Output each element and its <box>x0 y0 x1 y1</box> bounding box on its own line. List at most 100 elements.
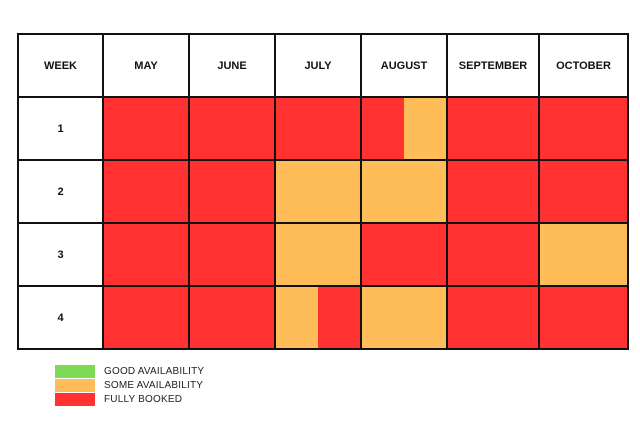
legend-item: SOME AVAILABILITY <box>55 378 204 392</box>
availability-cell-fill <box>540 287 627 348</box>
availability-cell-fill <box>362 161 446 222</box>
month-header-may: MAY <box>102 33 190 98</box>
header-row: WEEK MAY JUNE JULY AUGUST SEPTEMBER OCTO… <box>17 33 629 98</box>
availability-cell <box>274 285 362 350</box>
legend-label: FULLY BOOKED <box>104 393 183 405</box>
availability-cell <box>102 222 190 287</box>
table-row: 4 <box>17 285 629 350</box>
availability-segment-some <box>362 161 446 222</box>
availability-cell-fill <box>362 98 446 159</box>
availability-cell <box>274 96 362 161</box>
availability-segment-full <box>104 161 188 222</box>
availability-cell <box>538 96 629 161</box>
availability-cell <box>188 159 276 224</box>
availability-cell-fill <box>190 287 274 348</box>
legend-swatch <box>55 392 95 406</box>
availability-cell-fill <box>276 224 360 285</box>
availability-segment-full <box>104 98 188 159</box>
availability-segment-full <box>190 224 274 285</box>
table-row: 1 <box>17 96 629 161</box>
month-header-june: JUNE <box>188 33 276 98</box>
availability-segment-full <box>104 287 188 348</box>
availability-segment-full <box>448 161 538 222</box>
legend-swatch <box>55 378 95 392</box>
availability-segment-full <box>190 98 274 159</box>
availability-segment-full <box>318 287 360 348</box>
availability-cell-fill <box>448 224 538 285</box>
availability-segment-full <box>448 287 538 348</box>
availability-cell-fill <box>104 287 188 348</box>
availability-cell-fill <box>540 224 627 285</box>
availability-cell <box>360 96 448 161</box>
legend-swatch <box>55 364 95 378</box>
availability-segment-full <box>448 98 538 159</box>
availability-segment-full <box>104 224 188 285</box>
availability-cell <box>360 159 448 224</box>
availability-cell-fill <box>276 161 360 222</box>
availability-cell-fill <box>448 98 538 159</box>
table-row: 2 <box>17 159 629 224</box>
availability-cell <box>102 285 190 350</box>
legend-item: GOOD AVAILABILITY <box>55 364 204 378</box>
availability-segment-some <box>404 98 446 159</box>
availability-segment-full <box>540 287 627 348</box>
availability-segment-some <box>362 287 446 348</box>
month-header-october: OCTOBER <box>538 33 629 98</box>
availability-segment-full <box>190 161 274 222</box>
availability-segment-full <box>448 224 538 285</box>
availability-segment-full <box>540 161 627 222</box>
legend: GOOD AVAILABILITY SOME AVAILABILITY FULLY … <box>55 364 204 406</box>
availability-cell <box>446 159 540 224</box>
availability-cell-fill <box>362 287 446 348</box>
availability-cell <box>360 222 448 287</box>
availability-cell-fill <box>190 98 274 159</box>
availability-segment-some <box>276 287 318 348</box>
availability-cell <box>538 159 629 224</box>
legend-label: SOME AVAILABILITY <box>104 379 204 391</box>
availability-cell-fill <box>448 287 538 348</box>
availability-segment-some <box>276 161 360 222</box>
month-header-august: AUGUST <box>360 33 448 98</box>
availability-cell-fill <box>540 98 627 159</box>
availability-cell <box>360 285 448 350</box>
availability-cell <box>538 285 629 350</box>
week-label: 1 <box>17 96 104 161</box>
availability-segment-full <box>362 98 404 159</box>
availability-segment-full <box>190 287 274 348</box>
availability-cell-fill <box>540 161 627 222</box>
availability-cell <box>274 159 362 224</box>
week-header: WEEK <box>17 33 104 98</box>
availability-cell <box>446 96 540 161</box>
availability-cell-fill <box>448 161 538 222</box>
availability-table: WEEK MAY JUNE JULY AUGUST SEPTEMBER OCTO… <box>17 33 629 350</box>
availability-cell <box>188 285 276 350</box>
legend-label: GOOD AVAILABILITY <box>104 365 205 377</box>
availability-cell-fill <box>362 224 446 285</box>
table-row: 3 <box>17 222 629 287</box>
availability-cell <box>188 222 276 287</box>
availability-cell <box>538 222 629 287</box>
availability-cell-fill <box>104 161 188 222</box>
month-header-july: JULY <box>274 33 362 98</box>
availability-cell <box>102 159 190 224</box>
week-label: 3 <box>17 222 104 287</box>
availability-cell-fill <box>104 98 188 159</box>
month-header-september: SEPTEMBER <box>446 33 540 98</box>
availability-cell-fill <box>190 224 274 285</box>
availability-segment-some <box>276 224 360 285</box>
availability-cell <box>102 96 190 161</box>
availability-cell <box>274 222 362 287</box>
availability-cell <box>446 285 540 350</box>
availability-cell-fill <box>276 287 360 348</box>
availability-segment-full <box>540 98 627 159</box>
availability-cell-fill <box>190 161 274 222</box>
availability-segment-full <box>362 224 446 285</box>
availability-cell <box>446 222 540 287</box>
availability-segment-full <box>276 98 360 159</box>
availability-cell-fill <box>276 98 360 159</box>
availability-cell-fill <box>104 224 188 285</box>
week-label: 2 <box>17 159 104 224</box>
availability-segment-some <box>540 224 627 285</box>
week-label: 4 <box>17 285 104 350</box>
